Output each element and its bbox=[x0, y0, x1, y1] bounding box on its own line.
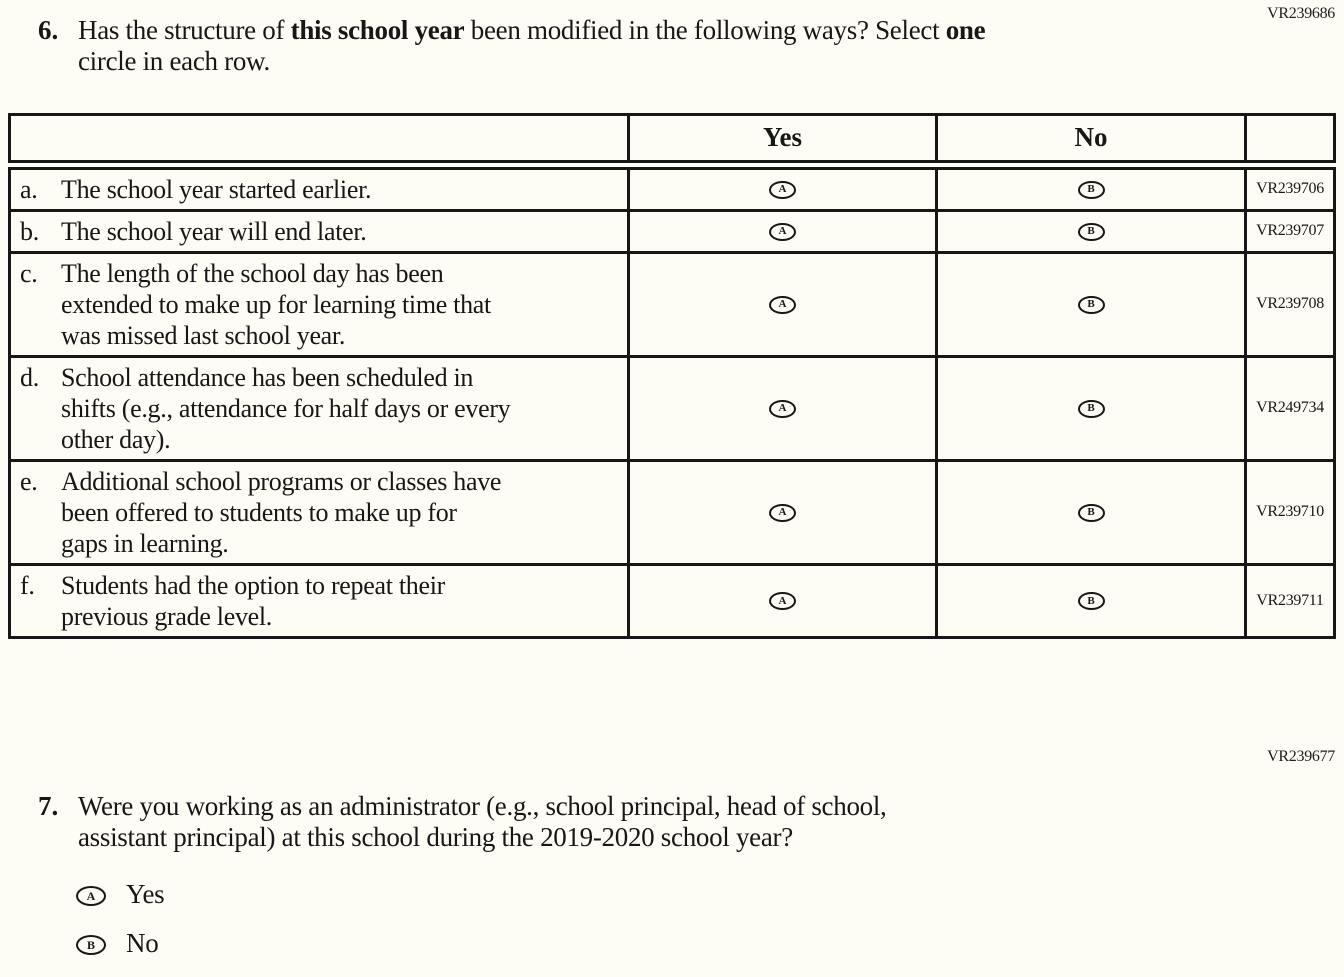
table-row-a: a. The school year started earlier. A B V… bbox=[8, 163, 1336, 212]
column-header-no: No bbox=[935, 113, 1247, 170]
row-letter: d. bbox=[20, 362, 39, 392]
row-statement: The school year started earlier. bbox=[61, 174, 372, 204]
answer-bubble-yes[interactable]: A bbox=[769, 592, 796, 611]
answer-bubble-no[interactable]: B bbox=[1077, 222, 1105, 241]
answer-bubble-no[interactable]: B bbox=[76, 935, 106, 955]
answer-bubble-no[interactable]: B bbox=[1077, 592, 1105, 611]
row-letter: a. bbox=[20, 174, 38, 204]
q7-option-no: B No bbox=[76, 928, 159, 960]
row-letter: b. bbox=[20, 216, 39, 246]
row-vr-code: VR239711 bbox=[1244, 562, 1336, 639]
row-vr-code: VR239707 bbox=[1244, 208, 1336, 254]
code-column-header bbox=[1244, 113, 1336, 170]
row-vr-code: VR239710 bbox=[1244, 458, 1336, 566]
table-header-row: Yes No bbox=[8, 113, 1336, 170]
question-6-line2: circle in each row. bbox=[78, 46, 270, 76]
page-vr-code: VR239686 bbox=[1267, 5, 1335, 22]
question-7-number: 7. bbox=[38, 791, 59, 821]
table-row-b: b. The school year will end later. A B VR… bbox=[8, 208, 1336, 254]
statement-column-header bbox=[8, 113, 630, 170]
table-row-e: e. Additional school programs or classes … bbox=[8, 458, 1336, 566]
row-statement: Additional school programs or classes ha… bbox=[61, 466, 502, 558]
question-7-text: Were you working as an administrator (e.… bbox=[78, 791, 887, 852]
question-6-line1: Has the structure of this school year be… bbox=[78, 15, 986, 45]
row-statement: School attendance has been scheduled in … bbox=[61, 362, 511, 454]
table-row-d: d. School attendance has been scheduled i… bbox=[8, 354, 1336, 462]
answer-bubble-yes[interactable]: A bbox=[769, 503, 796, 522]
answer-bubble-yes[interactable]: A bbox=[769, 180, 796, 199]
answer-bubble-no[interactable]: B bbox=[1077, 295, 1105, 314]
option-label-no: No bbox=[126, 928, 159, 958]
row-vr-code: VR249734 bbox=[1244, 354, 1336, 462]
table-row-c: c. The length of the school day has been … bbox=[8, 250, 1336, 358]
answer-bubble-yes[interactable]: A bbox=[76, 886, 106, 906]
row-vr-code: VR239708 bbox=[1244, 250, 1336, 358]
question-6-text: Has the structure of this school year be… bbox=[78, 15, 986, 77]
row-statement: The length of the school day has been ex… bbox=[61, 258, 491, 350]
answer-bubble-no[interactable]: B bbox=[1077, 180, 1105, 199]
row-statement: Students had the option to repeat their … bbox=[61, 570, 445, 631]
answer-bubble-yes[interactable]: A bbox=[769, 222, 796, 241]
option-label-yes: Yes bbox=[126, 879, 165, 909]
answer-bubble-no[interactable]: B bbox=[1077, 503, 1105, 522]
row-letter: f. bbox=[20, 570, 35, 600]
q7-option-yes: A Yes bbox=[76, 879, 165, 911]
row-letter: e. bbox=[20, 466, 38, 496]
column-header-yes: Yes bbox=[627, 113, 938, 170]
answer-bubble-yes[interactable]: A bbox=[769, 399, 796, 418]
answer-bubble-yes[interactable]: A bbox=[769, 295, 796, 314]
row-statement: The school year will end later. bbox=[61, 216, 367, 246]
row-letter: c. bbox=[20, 258, 38, 288]
row-vr-code: VR239706 bbox=[1244, 163, 1336, 212]
table-row-f: f. Students had the option to repeat thei… bbox=[8, 562, 1336, 639]
question-7: 7. Were you working as an administrator … bbox=[38, 791, 1298, 853]
question-6-number: 6. bbox=[38, 15, 59, 45]
question-7-vr-code: VR239677 bbox=[1267, 748, 1335, 765]
answer-bubble-no[interactable]: B bbox=[1077, 399, 1105, 418]
question-6-table: Yes No a. The school year started earlier… bbox=[8, 113, 1336, 639]
question-6: 6. Has the structure of this school year… bbox=[38, 15, 1298, 77]
